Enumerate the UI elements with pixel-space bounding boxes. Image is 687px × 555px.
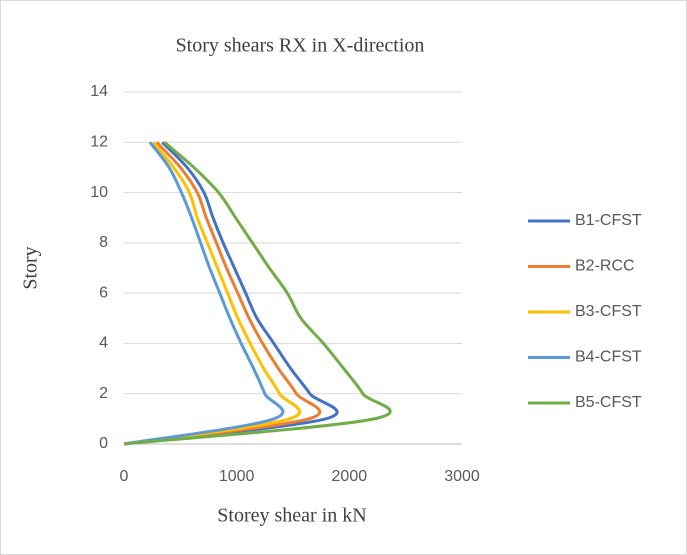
y-tick-label: 12: [90, 134, 108, 151]
y-tick-label: 8: [99, 234, 108, 251]
y-tick-label: 0: [99, 435, 108, 452]
series-line: [123, 141, 285, 446]
y-tick-label: 10: [90, 184, 108, 201]
y-tick-label: 2: [99, 385, 108, 402]
series-line: [123, 141, 321, 446]
legend-label: B4-CFST: [575, 349, 642, 366]
x-tick-label: 1000: [219, 468, 255, 485]
legend-label: B3-CFST: [575, 303, 642, 320]
legend-label: B1-CFST: [575, 212, 642, 229]
y-axis-label: Story: [20, 246, 42, 289]
y-tick-label: 6: [99, 284, 108, 301]
x-axis-label: Storey shear in kN: [217, 505, 366, 527]
chart-title: Story shears RX in X-direction: [176, 35, 425, 57]
series-line: [123, 141, 339, 446]
series-line: [123, 141, 301, 446]
x-tick-label: 2000: [332, 468, 368, 485]
x-tick-label: 3000: [444, 468, 480, 485]
series-line: [123, 141, 392, 446]
y-tick-label: 4: [99, 335, 108, 352]
y-tick-label: 14: [90, 83, 108, 100]
legend-label: B5-CFST: [575, 394, 642, 411]
legend-label: B2-RCC: [575, 258, 635, 275]
x-tick-label: 0: [120, 468, 129, 485]
